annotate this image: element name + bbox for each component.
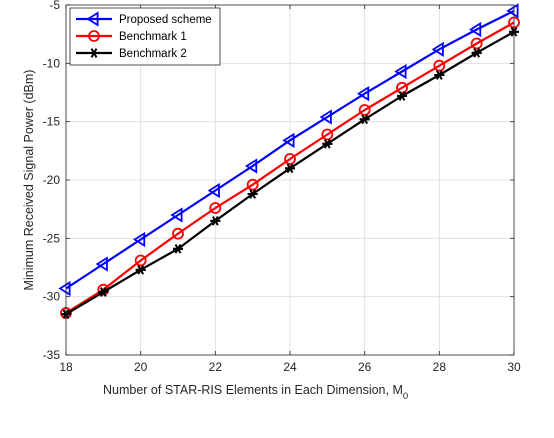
data-point — [135, 265, 146, 275]
y-tick-label: -10 — [43, 56, 61, 70]
legend-marker — [88, 30, 100, 42]
y-tick-label: -20 — [43, 173, 61, 187]
axis-ticks: 18 20 22 24 26 28 30 -35 -30 -25 -20 -15 -10 -5 — [43, 0, 521, 374]
data-point — [285, 163, 295, 174]
data-point — [358, 104, 371, 116]
series-line — [65, 21, 515, 314]
legend-item: Benchmark 2 — [76, 48, 187, 60]
series-layer — [58, 3, 520, 319]
y-tick-label: -30 — [43, 290, 61, 304]
x-axis-label-main: Number of STAR-RIS Elements in Each Dime… — [103, 383, 403, 397]
data-point — [244, 158, 258, 174]
series-2 — [60, 16, 520, 319]
data-point — [95, 256, 108, 272]
x-axis-label: Number of STAR-RIS Elements in Each Dime… — [103, 383, 408, 402]
series-3 — [61, 27, 519, 319]
x-tick-label: 20 — [134, 360, 148, 374]
data-point — [210, 216, 221, 226]
data-point — [170, 207, 183, 223]
data-point — [58, 280, 71, 297]
data-point — [506, 3, 519, 19]
legend: Proposed scheme Benchmark 1 Benchmark 2 — [69, 7, 221, 66]
y-tick-label: -25 — [43, 231, 61, 245]
data-point — [132, 231, 146, 248]
data-point — [468, 21, 482, 38]
legend-label: Proposed scheme — [119, 14, 212, 26]
x-tick-label: 30 — [507, 360, 521, 374]
data-point — [394, 63, 407, 80]
data-point — [209, 202, 222, 214]
data-point — [172, 227, 184, 240]
data-point — [284, 153, 296, 165]
y-tick-label: -5 — [49, 0, 60, 12]
data-point — [247, 189, 258, 199]
data-point — [173, 244, 183, 254]
data-point — [471, 48, 482, 58]
legend-marker — [86, 11, 99, 27]
legend-item: Benchmark 1 — [76, 30, 187, 43]
data-point — [397, 91, 407, 101]
data-point — [431, 41, 444, 57]
x-tick-label: 26 — [358, 360, 372, 374]
data-point — [359, 114, 370, 125]
y-tick-label: -15 — [43, 115, 61, 129]
y-axis-label: Minimum Received Signal Power (dBm) — [22, 70, 36, 291]
x-tick-label: 18 — [59, 360, 73, 374]
data-point — [246, 178, 259, 191]
legend-item: Proposed scheme — [76, 11, 212, 27]
data-point — [356, 86, 370, 102]
data-point — [470, 37, 483, 50]
data-point — [396, 81, 408, 94]
legend-marker — [89, 48, 99, 58]
data-point — [434, 70, 445, 80]
data-point — [322, 139, 333, 149]
x-tick-label: 28 — [433, 360, 447, 374]
data-point — [321, 128, 334, 141]
x-tick-label: 24 — [283, 360, 297, 374]
data-point — [319, 109, 332, 125]
data-point — [134, 254, 147, 267]
legend-label: Benchmark 1 — [119, 31, 187, 43]
y-tick-label: -35 — [43, 348, 61, 362]
data-point — [433, 59, 446, 72]
data-point — [282, 132, 295, 148]
x-axis-label-subscript: 0 — [403, 391, 408, 402]
series-line — [65, 9, 515, 290]
data-point — [98, 287, 109, 297]
legend-label: Benchmark 2 — [119, 48, 187, 60]
series-1 — [58, 3, 519, 297]
data-point — [207, 182, 220, 199]
x-tick-label: 22 — [209, 360, 223, 374]
